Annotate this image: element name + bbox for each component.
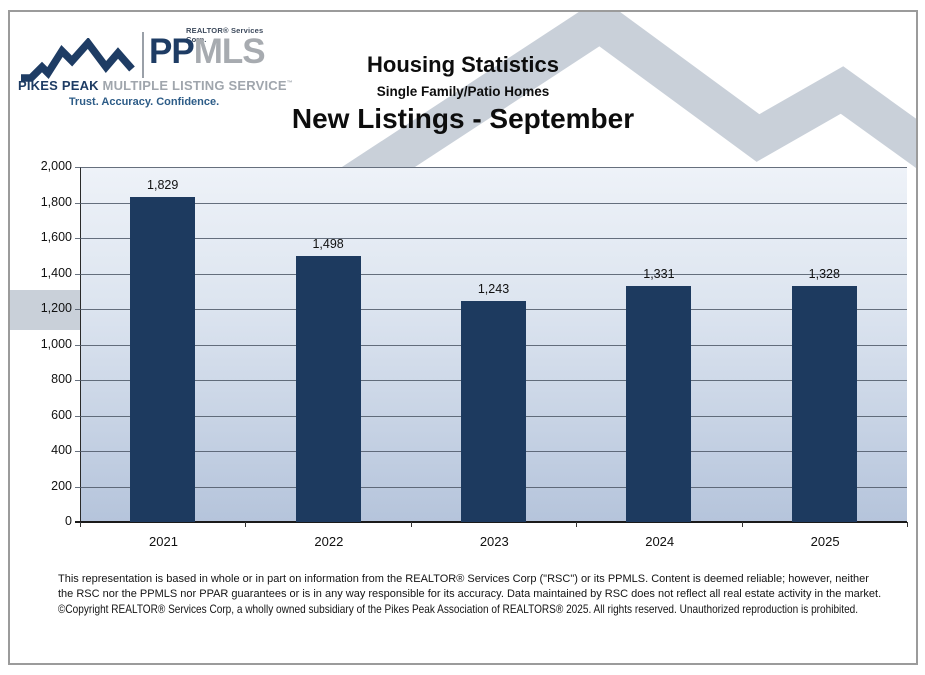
plot-area: 1,829 1,498 1,243 1,331 1,328	[75, 167, 908, 527]
x-axis-category-label: 2023	[479, 534, 509, 549]
gridline	[75, 238, 907, 239]
trademark-symbol: ™	[286, 80, 293, 87]
y-axis-tick-label: 200	[51, 478, 72, 493]
pikes-peak-mls-label: PIKES PEAK MULTIPLE LISTING SERVICE™	[18, 78, 293, 93]
y-axis-tick-label: 800	[51, 372, 72, 386]
realtor-services-corp-label: REALTOR® Services Corp.	[186, 26, 264, 44]
bar-2025	[791, 286, 857, 522]
ppmls-logo: REALTOR® Services Corp. PPMLS PIKES PEAK…	[18, 18, 293, 114]
ppmls-wordmark: PPMLS	[149, 32, 266, 71]
report-card: REALTOR® Services Corp. PPMLS PIKES PEAK…	[8, 10, 918, 665]
y-axis-tick-label: 2,000	[40, 159, 72, 173]
chart-title: New Listings - September	[291, 103, 635, 134]
mountain-logo-icon	[21, 38, 135, 82]
y-axis-tick-label: 1,200	[40, 301, 72, 315]
x-axis-line	[75, 521, 907, 523]
logo-divider	[142, 32, 144, 78]
bar-value-label: 1,829	[147, 178, 179, 193]
bar-value-label: 1,331	[643, 266, 675, 281]
bar-2021	[130, 197, 196, 522]
y-axis-tick-label: 1,600	[40, 230, 72, 244]
bar-2023	[461, 301, 526, 522]
x-axis-tick	[410, 522, 412, 527]
y-axis-tick-label: 600	[51, 407, 72, 422]
disclaimer-text: This representation is based in whole or…	[58, 573, 882, 600]
x-axis-tick	[80, 522, 81, 527]
ppmls-pp: PP	[149, 32, 195, 71]
gridline	[75, 202, 907, 204]
x-axis-tick	[907, 522, 908, 527]
bar-value-label: 1,498	[312, 237, 344, 252]
x-axis-tick	[741, 522, 743, 527]
y-axis-tick-label: 400	[51, 443, 72, 457]
y-axis-tick-label: 1,400	[40, 265, 72, 280]
bar-value-label: 1,243	[477, 282, 510, 297]
copyright-text: ©Copyright REALTOR® Services Corp, a who…	[58, 601, 859, 616]
x-axis-tick	[245, 522, 247, 527]
bar-2024	[626, 285, 692, 522]
bar-value-label: 1,328	[808, 267, 840, 282]
x-axis-category-label: 2025	[810, 534, 840, 549]
y-axis-tick-label: 0	[65, 514, 72, 528]
bar-2022	[295, 256, 361, 522]
y-axis-tick-label: 1,800	[40, 194, 72, 209]
x-axis-category-label: 2021	[149, 534, 178, 549]
x-axis-tick	[576, 522, 578, 527]
gridline	[75, 167, 907, 168]
bar-chart: 0 200 400 600 800 1,000 1,200 1,400 1,600 1,800 2,…	[10, 12, 916, 663]
y-axis-tick-label: 1,000	[40, 336, 72, 351]
footer-disclaimer-block: This representation is based in whole or…	[58, 572, 884, 617]
page-subtitle: Single Family/Patio Homes	[376, 84, 550, 99]
x-axis-category-label: 2024	[645, 534, 675, 549]
ppmls-mls: MLS	[193, 32, 266, 71]
gridline	[75, 273, 907, 275]
page-title: Housing Statistics	[367, 52, 559, 77]
x-axis-category-label: 2022	[314, 534, 344, 549]
logo-tagline: Trust. Accuracy. Confidence.	[68, 96, 220, 108]
